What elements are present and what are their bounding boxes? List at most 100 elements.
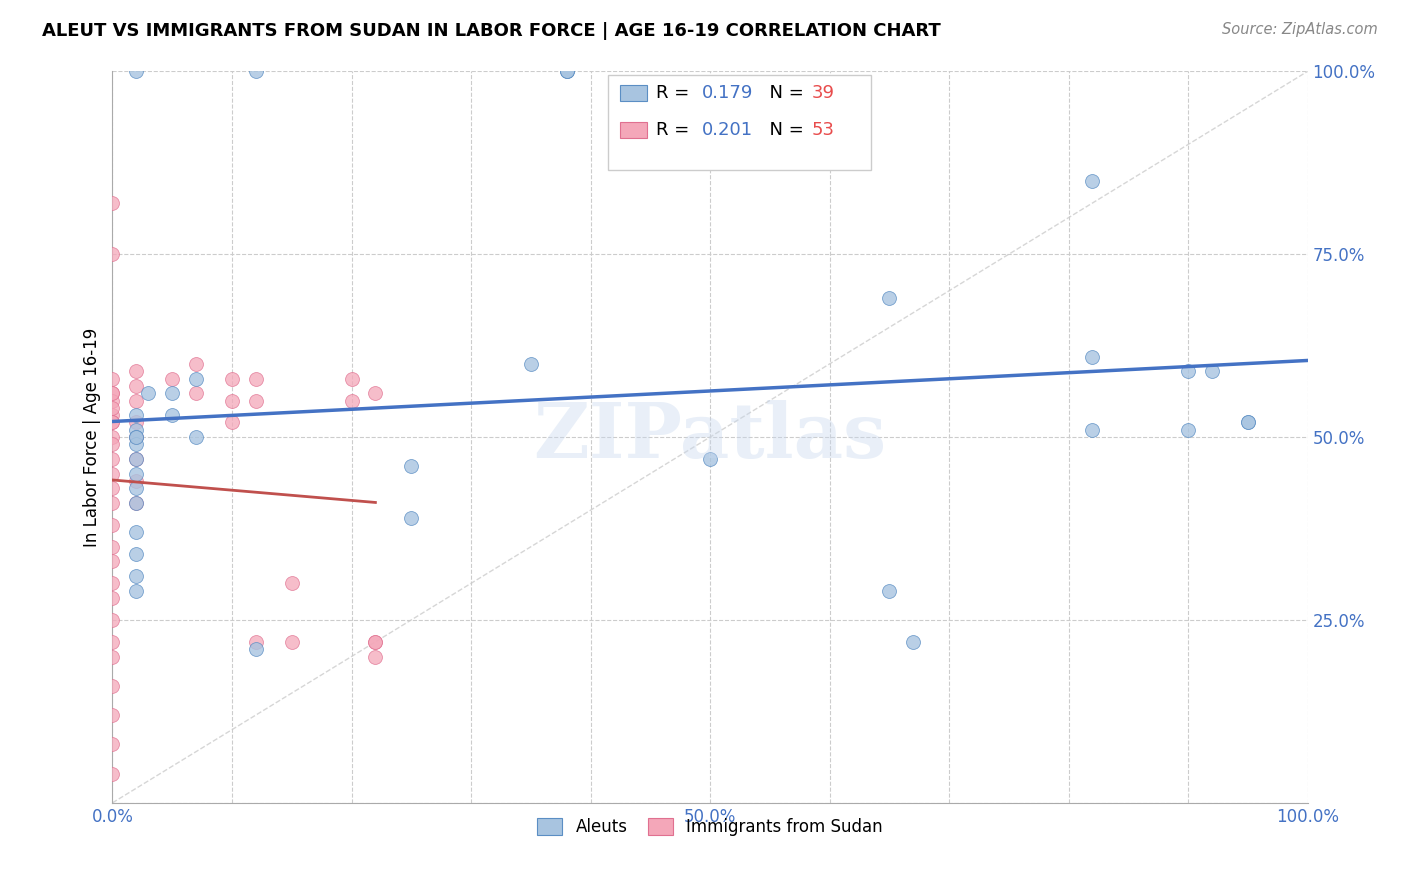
Point (1081, 423, 1104, 437)
Point (125, 437, 148, 451)
Point (162, 371, 183, 385)
Point (101, 496, 124, 510)
Text: R =: R = (657, 121, 695, 139)
Text: N =: N = (758, 121, 810, 139)
Point (186, 430, 208, 444)
Point (520, 357, 543, 371)
Point (186, 371, 208, 385)
Point (125, 364, 148, 378)
Point (245, 371, 267, 385)
Point (1081, 174, 1104, 188)
Point (364, 386, 387, 401)
Point (903, 635, 925, 649)
Point (101, 591, 124, 605)
Point (125, 467, 148, 481)
FancyBboxPatch shape (609, 75, 872, 170)
Text: Source: ZipAtlas.com: Source: ZipAtlas.com (1222, 22, 1378, 37)
Text: 53: 53 (811, 121, 835, 139)
Point (401, 459, 423, 474)
Point (186, 386, 208, 401)
Point (101, 393, 124, 408)
Point (125, 416, 148, 430)
Point (125, 452, 148, 467)
Text: ZIPatlas: ZIPatlas (533, 401, 887, 474)
Point (1201, 364, 1223, 378)
Point (245, 64, 267, 78)
Point (101, 401, 124, 415)
Point (186, 357, 208, 371)
Point (101, 517, 124, 532)
Point (1237, 416, 1260, 430)
Point (125, 423, 148, 437)
Point (245, 393, 267, 408)
Point (125, 408, 148, 422)
Point (101, 481, 124, 495)
Point (101, 416, 124, 430)
Point (101, 708, 124, 723)
Point (125, 481, 148, 495)
Point (162, 386, 183, 401)
Point (125, 64, 148, 78)
Point (162, 408, 183, 422)
Point (1081, 350, 1104, 364)
Point (281, 576, 304, 591)
Text: 0.201: 0.201 (702, 121, 752, 139)
Point (245, 635, 267, 649)
Point (125, 525, 148, 540)
Point (879, 291, 901, 305)
Text: 0.179: 0.179 (702, 85, 754, 103)
Point (101, 247, 124, 261)
Point (555, 64, 578, 78)
Point (221, 416, 243, 430)
Point (101, 467, 124, 481)
Text: 39: 39 (811, 85, 835, 103)
Point (101, 679, 124, 693)
Point (125, 430, 148, 444)
Point (221, 393, 243, 408)
Point (699, 452, 721, 467)
Point (340, 371, 363, 385)
Point (125, 496, 148, 510)
Point (125, 430, 148, 444)
Point (138, 386, 160, 401)
Point (101, 416, 124, 430)
Point (125, 474, 148, 488)
Point (125, 547, 148, 561)
Point (364, 635, 387, 649)
Point (101, 452, 124, 467)
FancyBboxPatch shape (620, 86, 647, 102)
FancyBboxPatch shape (620, 122, 647, 138)
Point (101, 737, 124, 751)
Point (101, 649, 124, 664)
Point (125, 496, 148, 510)
Point (555, 64, 578, 78)
Point (101, 437, 124, 451)
Text: N =: N = (758, 85, 810, 103)
Point (101, 386, 124, 401)
Point (401, 510, 423, 524)
Point (125, 452, 148, 467)
Point (101, 408, 124, 422)
Point (125, 583, 148, 598)
Point (101, 196, 124, 211)
Point (101, 635, 124, 649)
Point (281, 635, 304, 649)
Point (1177, 423, 1199, 437)
Point (879, 583, 901, 598)
Point (364, 635, 387, 649)
Point (1177, 364, 1199, 378)
Point (101, 540, 124, 554)
Text: R =: R = (657, 85, 695, 103)
Point (221, 371, 243, 385)
Point (340, 393, 363, 408)
Text: ALEUT VS IMMIGRANTS FROM SUDAN IN LABOR FORCE | AGE 16-19 CORRELATION CHART: ALEUT VS IMMIGRANTS FROM SUDAN IN LABOR … (42, 22, 941, 40)
Point (101, 371, 124, 385)
Point (101, 430, 124, 444)
Point (245, 642, 267, 657)
Point (101, 554, 124, 568)
Point (125, 379, 148, 393)
Point (125, 393, 148, 408)
Point (125, 430, 148, 444)
Point (364, 649, 387, 664)
Point (1237, 416, 1260, 430)
